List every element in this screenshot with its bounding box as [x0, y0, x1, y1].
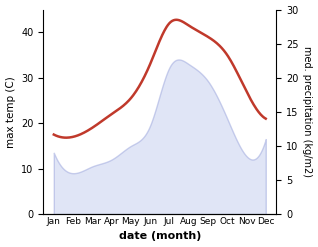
- X-axis label: date (month): date (month): [119, 231, 201, 242]
- Y-axis label: max temp (C): max temp (C): [5, 76, 16, 148]
- Y-axis label: med. precipitation (kg/m2): med. precipitation (kg/m2): [302, 46, 313, 177]
